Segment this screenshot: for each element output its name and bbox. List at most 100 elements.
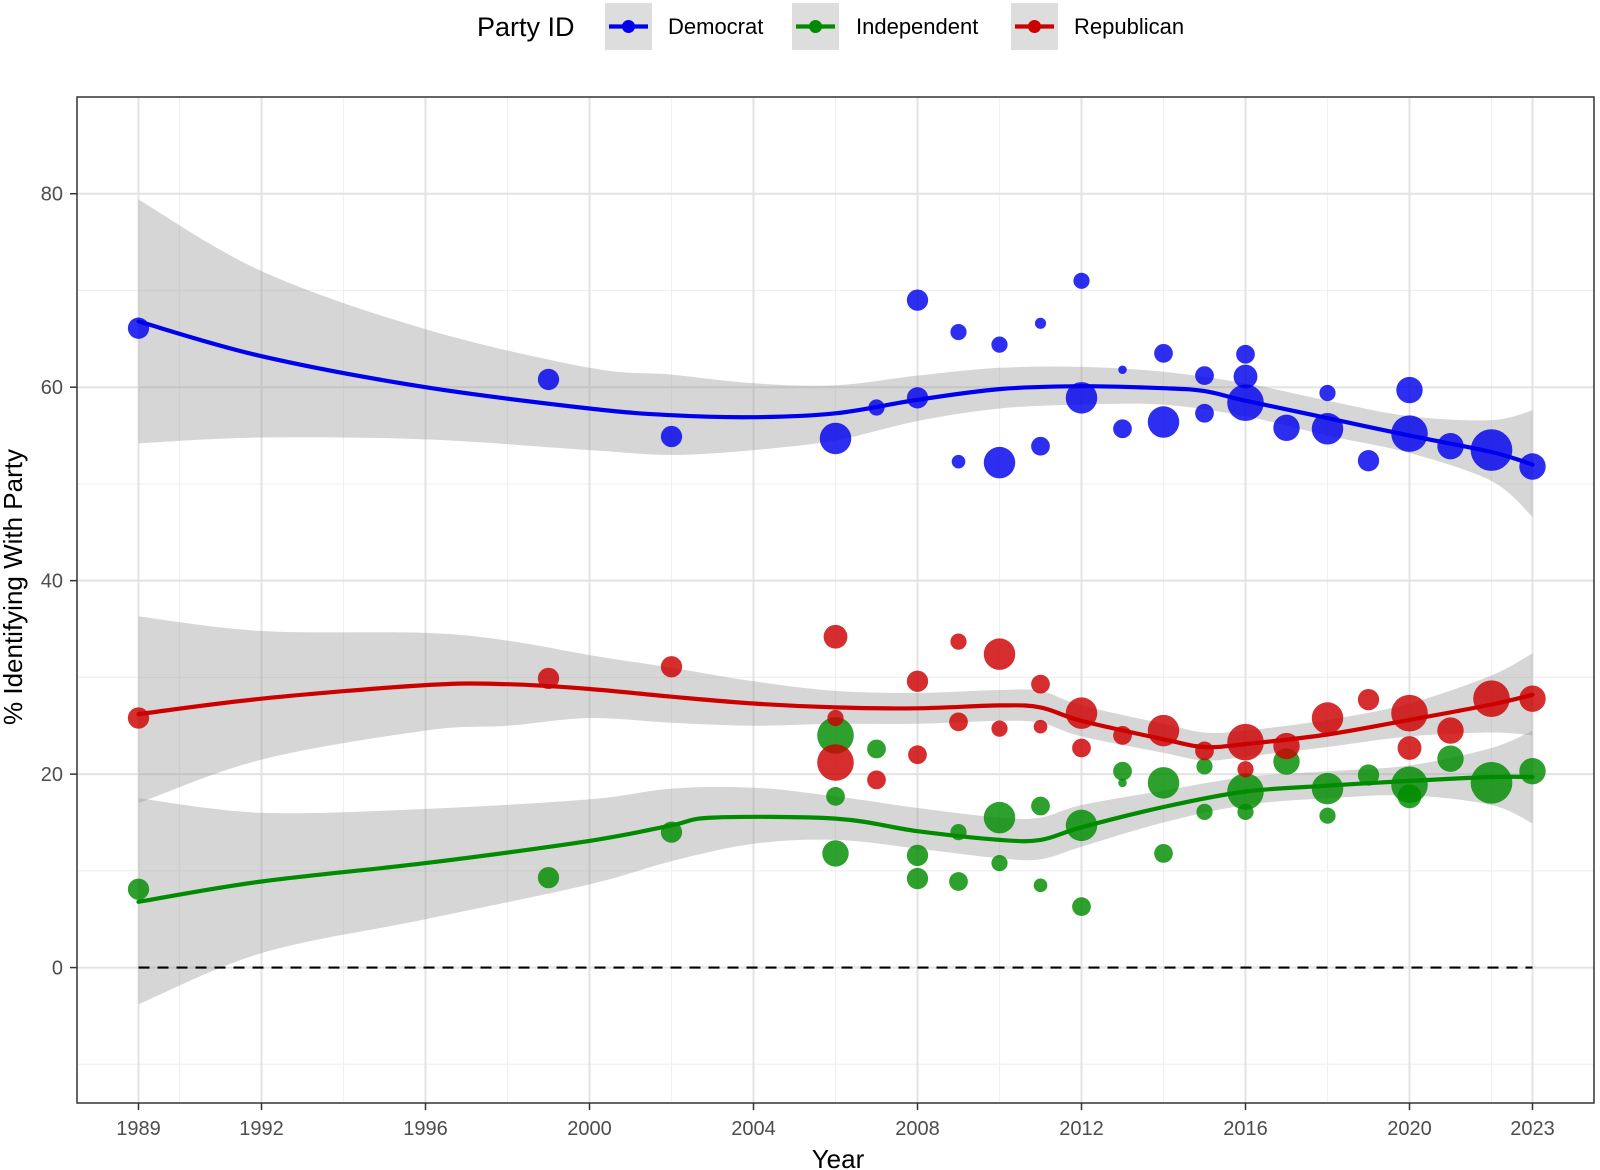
democrat-point xyxy=(906,289,929,311)
x-tick-label: 2000 xyxy=(567,1118,612,1140)
independent-confidence-band xyxy=(138,730,1533,1005)
independent-point xyxy=(1113,761,1132,781)
panel-border xyxy=(76,96,1595,1104)
y-tick-label: 20 xyxy=(41,764,63,786)
x-axis-title: Year xyxy=(812,1144,865,1170)
democrat-point xyxy=(1034,317,1047,329)
republican-point xyxy=(823,624,848,649)
confidence-bands xyxy=(138,199,1533,1005)
independent-point xyxy=(906,867,929,890)
independent-point xyxy=(1147,767,1180,799)
republican-point xyxy=(817,744,854,781)
y-tick-label: 60 xyxy=(41,377,63,399)
legend-dot-democrat xyxy=(622,20,635,33)
republican-point xyxy=(1033,719,1048,734)
independent-point xyxy=(949,872,968,891)
legend-label-independent: Independent xyxy=(856,14,978,39)
republican-point xyxy=(827,709,844,727)
independent-point xyxy=(991,855,1008,872)
independent-point xyxy=(822,840,849,867)
republican-point xyxy=(950,633,967,650)
republican-point xyxy=(1397,736,1422,760)
republican-smooth-line xyxy=(136,681,1535,750)
x-tick-label: 2016 xyxy=(1223,1118,1268,1140)
democrat-point xyxy=(819,422,852,455)
legend-label-republican: Republican xyxy=(1074,14,1184,39)
democrat-point xyxy=(1147,406,1180,438)
legend-title: Party ID xyxy=(477,12,575,42)
democrat-point xyxy=(1357,450,1380,472)
democrat-point xyxy=(537,368,560,391)
independent-point xyxy=(1519,758,1546,785)
independent-point xyxy=(1196,803,1213,820)
democrat-confidence-band xyxy=(138,199,1533,517)
x-tick-label: 2023 xyxy=(1510,1118,1555,1140)
republican-point xyxy=(906,670,929,692)
y-tick-label: 40 xyxy=(41,571,63,593)
y-tick-label: 0 xyxy=(52,958,63,980)
democrat-point xyxy=(950,323,967,341)
democrat-point xyxy=(1065,382,1098,414)
republican-point xyxy=(983,638,1016,670)
x-tick-label: 2004 xyxy=(731,1118,776,1140)
independent-point xyxy=(1311,772,1344,805)
democrat-point xyxy=(1113,419,1132,439)
x-tick-label: 2020 xyxy=(1387,1118,1432,1140)
republican-point xyxy=(949,712,968,732)
legend-dot-independent xyxy=(809,20,822,33)
independent-point xyxy=(1154,844,1173,863)
independent-point xyxy=(1397,784,1422,809)
democrat-point xyxy=(1236,344,1255,364)
republican-point xyxy=(537,667,560,690)
legend-label-democrat: Democrat xyxy=(668,14,763,39)
independent-smooth-line xyxy=(136,774,1535,904)
independent-point xyxy=(983,801,1016,834)
x-tick-label: 1992 xyxy=(239,1118,284,1140)
democrat-point xyxy=(1195,403,1214,423)
republican-point xyxy=(1473,680,1510,717)
democrat-point xyxy=(951,454,966,469)
independent-point xyxy=(127,878,150,900)
democrat-point xyxy=(1273,414,1300,442)
republican-point xyxy=(908,745,927,765)
independent-point xyxy=(1072,897,1091,917)
democrat-smooth-line xyxy=(136,319,1535,467)
independent-point xyxy=(1470,761,1513,804)
democrat-point xyxy=(1437,432,1464,460)
independent-point xyxy=(1437,745,1464,772)
independent-point xyxy=(826,786,845,806)
democrat-point xyxy=(1154,343,1173,363)
independent-point xyxy=(537,866,560,889)
plot-panel xyxy=(76,96,1595,1104)
democrat-point xyxy=(1031,436,1050,456)
democrat-point xyxy=(1118,365,1127,375)
republican-point xyxy=(1357,688,1380,711)
democrat-point xyxy=(1233,364,1258,389)
independent-point xyxy=(817,717,854,754)
democrat-point xyxy=(983,446,1016,479)
republican-point xyxy=(660,656,683,678)
democrat-point xyxy=(660,425,683,448)
democrat-point xyxy=(1073,272,1090,289)
democrat-point xyxy=(1396,376,1423,404)
independent-point xyxy=(1196,758,1213,775)
republican-point xyxy=(1031,674,1050,694)
x-tick-label: 1989 xyxy=(116,1118,161,1140)
republican-point xyxy=(1237,761,1254,778)
independent-point xyxy=(1031,796,1050,816)
legend: Party ID Democrat Independent Republican xyxy=(477,3,1184,50)
republican-point xyxy=(867,770,886,790)
x-tick-label: 2008 xyxy=(895,1118,940,1140)
independent-point xyxy=(1118,778,1127,788)
x-tick-label: 2012 xyxy=(1059,1118,1104,1140)
independent-point xyxy=(906,844,929,867)
democrat-point xyxy=(1319,384,1336,402)
y-axis-title: % Identifying With Party xyxy=(0,449,28,725)
x-axis: 1989 1992 1996 2000 2004 2008 2012 2016 2020 2023 xyxy=(116,1103,1555,1140)
democrat-point xyxy=(1195,366,1214,385)
independent-point xyxy=(1357,764,1380,786)
republican-point xyxy=(991,720,1008,737)
y-tick-label: 80 xyxy=(41,184,63,206)
republican-point xyxy=(127,707,150,729)
